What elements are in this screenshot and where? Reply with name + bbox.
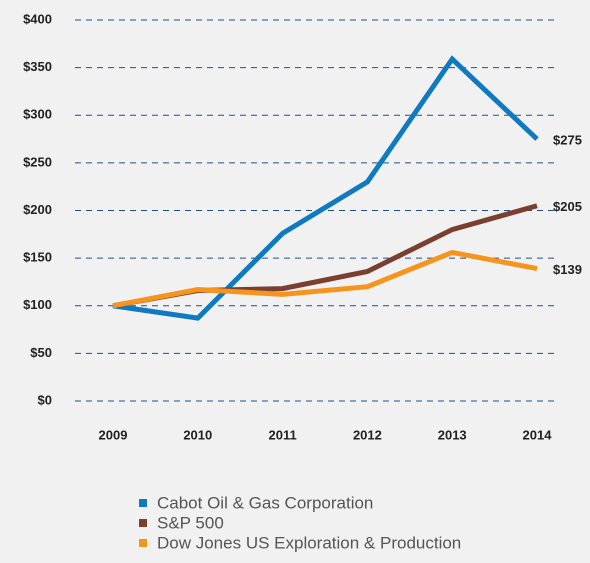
- y-tick-label: $400: [23, 11, 52, 26]
- x-tick-label: 2012: [353, 427, 382, 442]
- y-tick-label: $150: [23, 250, 52, 265]
- legend-label: Dow Jones US Exploration & Production: [157, 533, 461, 552]
- x-tick-label: 2009: [99, 427, 128, 442]
- legend-swatch: [139, 519, 147, 527]
- x-tick-label: 2011: [268, 427, 296, 442]
- y-tick-label: $250: [23, 154, 52, 169]
- y-tick-label: $350: [23, 59, 52, 74]
- value-label: $275: [553, 133, 582, 148]
- x-tick-label: 2014: [523, 427, 553, 442]
- y-tick-label: $0: [38, 392, 52, 407]
- legend-swatch: [139, 499, 147, 507]
- x-tick-label: 2013: [438, 427, 467, 442]
- legend-label: S&P 500: [157, 513, 224, 532]
- value-label: $139: [553, 262, 582, 277]
- y-tick-label: $300: [23, 107, 52, 122]
- y-tick-label: $100: [23, 297, 52, 312]
- value-label: $205: [553, 199, 582, 214]
- series-line: [112, 249, 538, 309]
- y-tick-label: $50: [30, 345, 52, 360]
- legend-label: Cabot Oil & Gas Corporation: [157, 493, 373, 512]
- y-tick-label: $200: [23, 202, 52, 217]
- legend-swatch: [139, 539, 147, 547]
- x-tick-label: 2010: [183, 427, 212, 442]
- series-line: [112, 55, 539, 321]
